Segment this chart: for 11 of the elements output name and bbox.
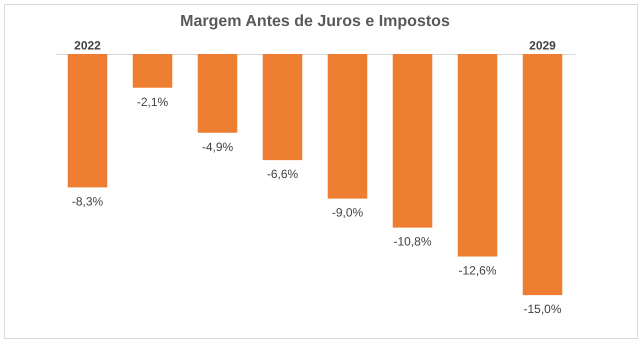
data-label: -2,1%: [136, 94, 168, 109]
x-tick-label: 2022: [74, 38, 102, 52]
data-label: -4,9%: [202, 140, 234, 154]
data-label: -9,0%: [332, 206, 364, 220]
data-label: -6,6%: [266, 167, 298, 182]
data-label: -15,0%: [523, 302, 562, 316]
x-tick-label: 2029: [529, 38, 556, 52]
data-label: -10,8%: [393, 234, 432, 249]
data-label: -12,6%: [458, 264, 497, 278]
chart-title: Margem Antes de Juros e Impostos: [180, 13, 450, 30]
data-label: -8,3%: [72, 194, 104, 208]
